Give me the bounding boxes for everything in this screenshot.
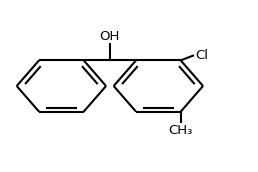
Text: CH₃: CH₃	[168, 124, 193, 137]
Text: Cl: Cl	[195, 49, 208, 62]
Text: OH: OH	[100, 30, 120, 43]
